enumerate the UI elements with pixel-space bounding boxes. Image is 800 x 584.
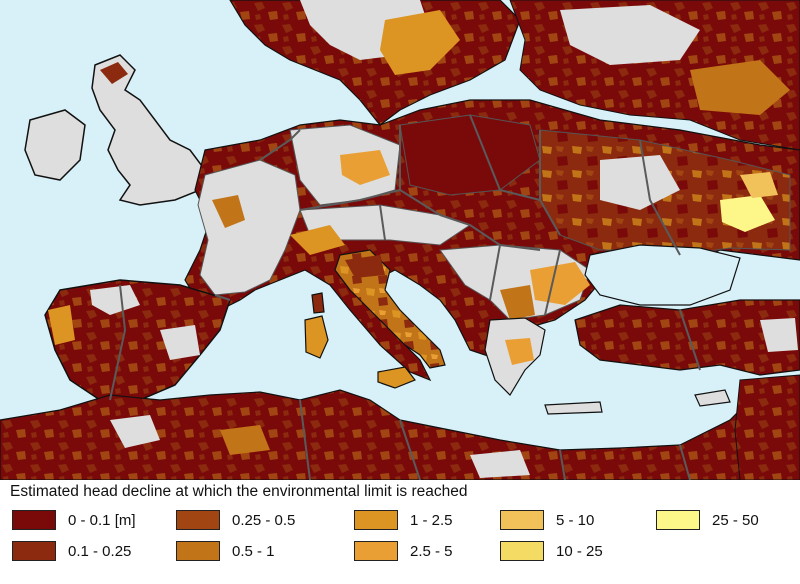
europe-map (0, 0, 800, 480)
legend-item-6: 2.5 - 5 (354, 540, 453, 562)
legend-swatch (656, 510, 700, 530)
great-britain (91, 54, 206, 206)
legend-swatch (176, 541, 220, 561)
africa-gray-patch-1 (110, 415, 160, 448)
germany-orange-patch (340, 150, 390, 185)
legend-swatch (176, 510, 220, 530)
legend-item-3: 0.25 - 0.5 (176, 509, 295, 531)
iberia-light-patch (48, 305, 75, 345)
legend-label: 0.5 - 1 (232, 542, 275, 560)
africa-gray-patch-2 (470, 450, 530, 478)
scandinavia-orange-region (380, 10, 460, 75)
legend-swatch (354, 510, 398, 530)
balkans-orange-region (530, 262, 590, 305)
legend-label: 0 - 0.1 [m] (68, 511, 136, 529)
ireland (24, 109, 86, 181)
northeast-gray-patch (560, 5, 700, 65)
legend-item-8: 10 - 25 (500, 540, 603, 562)
italy-north-patch (345, 255, 385, 278)
italy (334, 249, 446, 369)
black-sea (584, 244, 741, 306)
legend-label: 10 - 25 (556, 542, 603, 560)
iberia-gray-patch (90, 285, 140, 315)
legend-item-2: 0.1 - 0.25 (12, 540, 131, 562)
ukraine-light-patch (740, 172, 778, 198)
france-patch (212, 195, 245, 228)
poland (399, 114, 541, 196)
legend-swatch (500, 510, 544, 530)
legend-label: 25 - 50 (712, 511, 759, 529)
legend-label: 5 - 10 (556, 511, 595, 529)
legend-swatch (354, 541, 398, 561)
africa-orange-patch (220, 425, 270, 455)
balkans-brown-region (500, 285, 535, 320)
legend-swatch (12, 510, 56, 530)
legend-item-7: 5 - 10 (500, 509, 594, 531)
legend-swatch (12, 541, 56, 561)
country-borders (109, 114, 701, 480)
levant (734, 374, 800, 480)
cyprus (694, 389, 731, 407)
sardinia (304, 315, 329, 359)
iberia-east-patch (160, 325, 200, 360)
legend-label: 0.1 - 0.25 (68, 542, 132, 560)
northeast-orange-patch (690, 60, 790, 115)
legend-label: 2.5 - 5 (410, 542, 453, 560)
ukraine-gray-patch (600, 155, 680, 210)
ukraine-yellow-patch (720, 195, 775, 232)
legend-item-5: 1 - 2.5 (354, 509, 453, 531)
legend-item-1: 0 - 0.1 [m] (12, 509, 136, 531)
france (197, 159, 301, 296)
corsica (311, 292, 325, 314)
crete (544, 401, 603, 415)
iberia (44, 279, 231, 401)
map-legend: Estimated head decline at which the envi… (0, 480, 800, 584)
legend-title: Estimated head decline at which the envi… (10, 483, 468, 500)
legend-swatch (500, 541, 544, 561)
scotland-patch (100, 62, 128, 84)
legend-label: 1 - 2.5 (410, 511, 453, 529)
turkey-gray-patch (760, 318, 798, 352)
sicily (377, 366, 416, 389)
greece-orange-patch (505, 338, 534, 365)
legend-label: 0.25 - 0.5 (232, 511, 296, 529)
alps-orange-band (290, 225, 345, 255)
legend-item-4: 0.5 - 1 (176, 540, 275, 562)
legend-item-9: 25 - 50 (656, 509, 759, 531)
